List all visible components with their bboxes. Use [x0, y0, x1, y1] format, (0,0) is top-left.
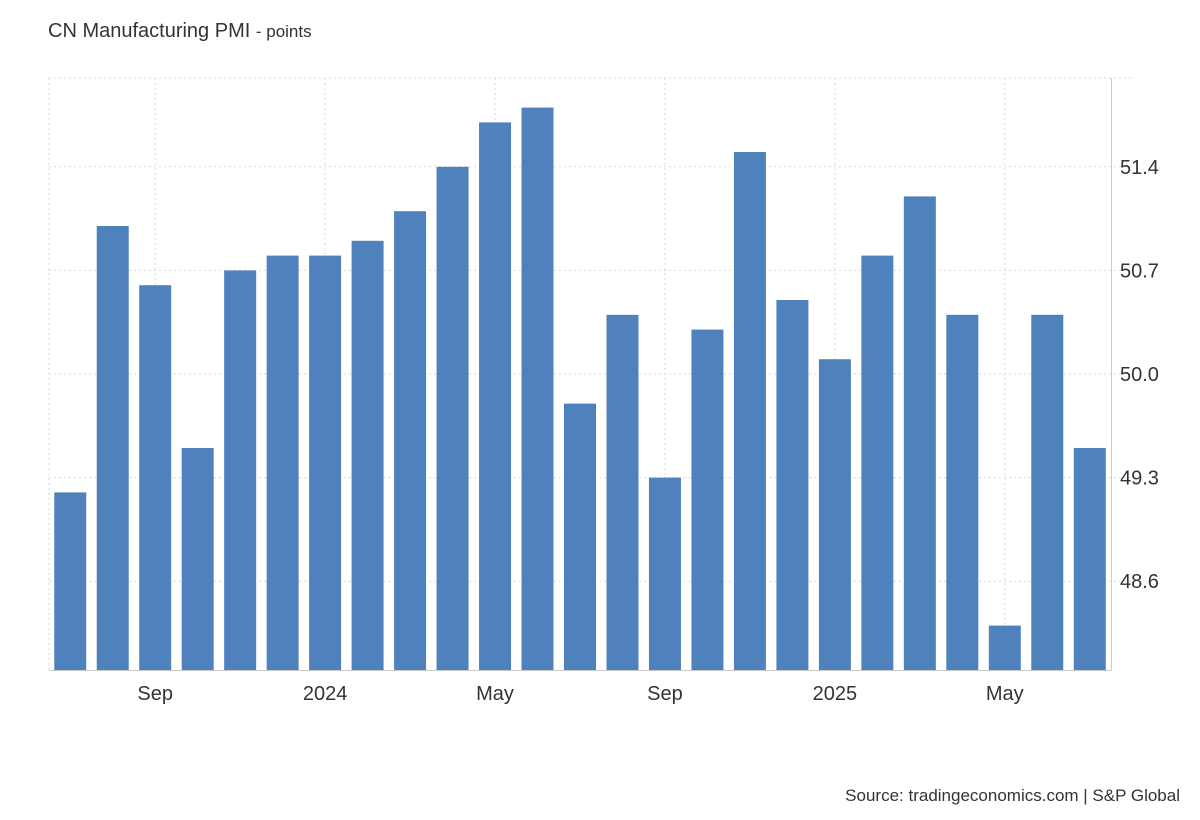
- bar-2025-03[interactable]: [903, 196, 936, 670]
- x-tick-label: Sep: [647, 683, 683, 705]
- bar-2025-06[interactable]: [1031, 314, 1064, 670]
- bar-2025-05[interactable]: [988, 625, 1021, 670]
- bar-2024-11[interactable]: [733, 152, 766, 670]
- y-tick-label: 50.7: [1120, 260, 1159, 282]
- source-note: Source: tradingeconomics.com | S&P Globa…: [845, 786, 1180, 805]
- y-tick-label: 48.6: [1120, 571, 1159, 593]
- bar-2025-07[interactable]: [1073, 448, 1106, 670]
- pmi-bar-chart: 48.6 49.3 50.0 50.7 51.4 Sep 2024 May Sep 2025 May: [48, 77, 1159, 705]
- bar-2024-10[interactable]: [691, 329, 724, 670]
- y-tick-label: 50.0: [1120, 364, 1159, 386]
- bar-2024-03[interactable]: [394, 211, 427, 670]
- bar-2024-12[interactable]: [776, 300, 809, 670]
- bar-2025-01[interactable]: [818, 359, 851, 670]
- bar-2024-07[interactable]: [564, 403, 596, 670]
- bar-2024-06[interactable]: [521, 107, 554, 671]
- bars-layer: [54, 107, 1106, 671]
- bar-2023-07[interactable]: [54, 492, 87, 670]
- bar-2024-02[interactable]: [351, 240, 384, 671]
- bar-2023-11[interactable]: [224, 270, 257, 670]
- chart-title-text: CN Manufacturing PMI: [48, 20, 251, 42]
- x-tick-label: May: [476, 683, 514, 705]
- bar-2023-08[interactable]: [96, 226, 129, 670]
- y-tick-label: 49.3: [1120, 468, 1159, 490]
- y-tick-label: 51.4: [1120, 157, 1159, 179]
- bar-2023-10[interactable]: [181, 448, 214, 670]
- bar-2025-02[interactable]: [861, 255, 894, 670]
- x-tick-label: May: [986, 683, 1024, 705]
- bar-2024-01[interactable]: [309, 255, 342, 670]
- bar-2023-09[interactable]: [139, 285, 172, 670]
- bar-2024-08[interactable]: [606, 314, 639, 670]
- bar-2024-05[interactable]: [479, 122, 512, 670]
- bar-2025-04[interactable]: [946, 314, 979, 670]
- bar-2024-04[interactable]: [436, 166, 469, 671]
- labels-layer: 48.6 49.3 50.0 50.7 51.4 Sep 2024 May Sep 2025 May: [137, 157, 1159, 705]
- x-tick-label: 2024: [303, 683, 348, 705]
- x-tick-label: 2025: [813, 683, 858, 705]
- bar-2023-12[interactable]: [266, 255, 299, 670]
- axis-layer: [49, 78, 1112, 671]
- bar-2024-09[interactable]: [648, 477, 681, 670]
- chart-title: CN Manufacturing PMI - points: [48, 20, 312, 43]
- x-tick-label: Sep: [137, 683, 173, 705]
- chart-subtitle: - points: [255, 22, 312, 41]
